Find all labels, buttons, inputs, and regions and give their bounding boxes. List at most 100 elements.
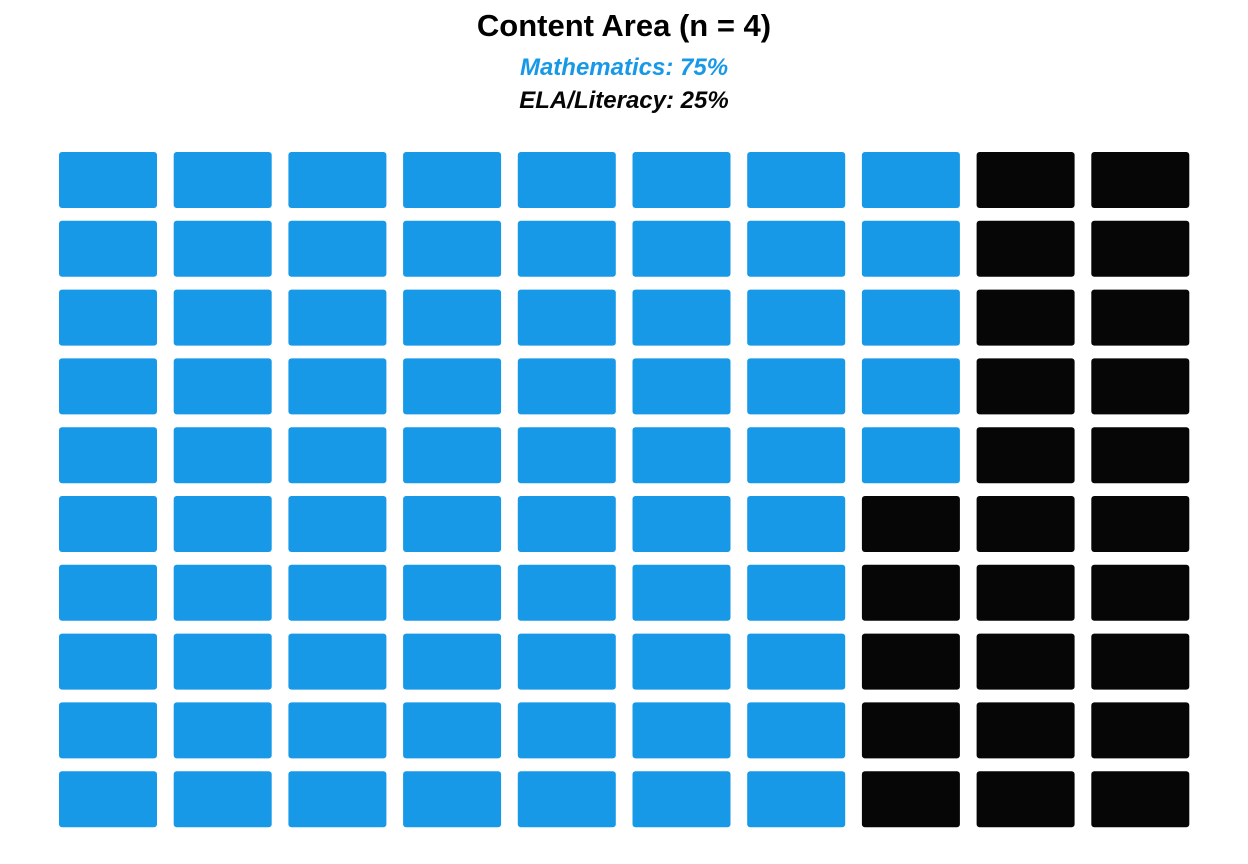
waffle-cell-mathematics <box>517 564 616 621</box>
waffle-cell-mathematics <box>288 152 387 208</box>
waffle-cell-mathematics <box>747 702 846 759</box>
waffle-cell-mathematics <box>59 289 157 346</box>
waffle-cell-ela-literacy <box>976 152 1075 208</box>
waffle-cell-mathematics <box>173 496 272 552</box>
waffle-cell-mathematics <box>632 427 731 484</box>
waffle-cell-ela-literacy <box>976 289 1075 346</box>
waffle-cell-ela-literacy <box>861 564 960 621</box>
waffle-cell-ela-literacy <box>976 427 1075 484</box>
waffle-cell-mathematics <box>288 358 387 415</box>
waffle-cell-mathematics <box>747 289 846 346</box>
waffle-cell-mathematics <box>403 289 502 346</box>
waffle-cell-mathematics <box>173 702 272 759</box>
waffle-cell-mathematics <box>288 771 387 828</box>
waffle-cell-ela-literacy <box>1091 702 1190 759</box>
waffle-cell-mathematics <box>173 427 272 484</box>
waffle-cell-ela-literacy <box>1091 220 1190 277</box>
waffle-cell-ela-literacy <box>861 702 960 759</box>
waffle-cell-mathematics <box>632 702 731 759</box>
waffle-cell-mathematics <box>59 496 157 552</box>
waffle-cell-mathematics <box>403 220 502 277</box>
waffle-cell-mathematics <box>288 220 387 277</box>
waffle-cell-mathematics <box>59 152 157 208</box>
waffle-cell-ela-literacy <box>976 220 1075 277</box>
waffle-cell-mathematics <box>517 633 616 690</box>
waffle-cell-ela-literacy <box>1091 633 1190 690</box>
waffle-cell-mathematics <box>403 564 502 621</box>
waffle-cell-mathematics <box>403 633 502 690</box>
waffle-cell-mathematics <box>747 358 846 415</box>
waffle-cell-ela-literacy <box>1091 289 1190 346</box>
waffle-cell-mathematics <box>288 564 387 621</box>
waffle-cell-ela-literacy <box>1091 496 1190 552</box>
waffle-cell-mathematics <box>747 152 846 208</box>
waffle-cell-mathematics <box>403 496 502 552</box>
waffle-cell-ela-literacy <box>1091 771 1190 828</box>
waffle-cell-mathematics <box>173 289 272 346</box>
waffle-cell-mathematics <box>403 358 502 415</box>
waffle-cell-mathematics <box>173 633 272 690</box>
waffle-cell-mathematics <box>861 152 960 208</box>
waffle-cell-mathematics <box>861 427 960 484</box>
waffle-cell-mathematics <box>747 220 846 277</box>
waffle-cell-mathematics <box>173 220 272 277</box>
chart-title: Content Area (n = 4) <box>476 8 772 43</box>
waffle-cell-mathematics <box>288 702 387 759</box>
waffle-cell-mathematics <box>861 220 960 277</box>
waffle-cell-ela-literacy <box>1091 427 1190 484</box>
waffle-cell-mathematics <box>632 220 731 277</box>
waffle-cell-ela-literacy <box>976 702 1075 759</box>
waffle-cell-mathematics <box>747 564 846 621</box>
waffle-cell-mathematics <box>517 496 616 552</box>
waffle-cell-ela-literacy <box>1091 152 1190 208</box>
waffle-cell-mathematics <box>747 633 846 690</box>
waffle-cell-mathematics <box>288 496 387 552</box>
waffle-cell-mathematics <box>288 633 387 690</box>
waffle-cell-mathematics <box>747 771 846 828</box>
waffle-cell-ela-literacy <box>976 633 1075 690</box>
waffle-cell-mathematics <box>747 496 846 552</box>
waffle-cell-ela-literacy <box>861 633 960 690</box>
waffle-cell-mathematics <box>288 427 387 484</box>
waffle-cell-ela-literacy <box>861 771 960 828</box>
waffle-cell-mathematics <box>517 427 616 484</box>
waffle-cell-ela-literacy <box>976 564 1075 621</box>
waffle-cell-mathematics <box>59 564 157 621</box>
legend-ela-literacy: ELA/Literacy: 25% <box>519 87 729 114</box>
waffle-cell-mathematics <box>403 427 502 484</box>
waffle-cell-ela-literacy <box>1091 564 1190 621</box>
waffle-cell-mathematics <box>173 152 272 208</box>
waffle-cell-mathematics <box>173 771 272 828</box>
waffle-cell-mathematics <box>59 220 157 277</box>
waffle-cell-mathematics <box>517 771 616 828</box>
waffle-cell-mathematics <box>632 633 731 690</box>
waffle-cell-mathematics <box>632 289 731 346</box>
waffle-cell-mathematics <box>403 771 502 828</box>
waffle-cell-mathematics <box>632 564 731 621</box>
waffle-cell-mathematics <box>173 358 272 415</box>
waffle-cell-mathematics <box>59 633 157 690</box>
legend-mathematics: Mathematics: 75% <box>519 54 729 81</box>
waffle-cell-mathematics <box>173 564 272 621</box>
waffle-cell-mathematics <box>403 702 502 759</box>
waffle-cell-mathematics <box>403 152 502 208</box>
waffle-cell-mathematics <box>632 152 731 208</box>
waffle-cell-mathematics <box>517 220 616 277</box>
waffle-cell-ela-literacy <box>976 496 1075 552</box>
waffle-cell-mathematics <box>517 289 616 346</box>
waffle-cell-ela-literacy <box>1091 358 1190 415</box>
waffle-cell-mathematics <box>59 427 157 484</box>
waffle-cell-mathematics <box>632 358 731 415</box>
waffle-cell-mathematics <box>517 702 616 759</box>
waffle-cell-ela-literacy <box>861 496 960 552</box>
waffle-cell-ela-literacy <box>976 358 1075 415</box>
waffle-cell-mathematics <box>59 358 157 415</box>
waffle-cell-mathematics <box>59 702 157 759</box>
waffle-cell-mathematics <box>517 152 616 208</box>
waffle-cell-mathematics <box>59 771 157 828</box>
waffle-cell-mathematics <box>288 289 387 346</box>
waffle-cell-mathematics <box>747 427 846 484</box>
waffle-cell-mathematics <box>632 496 731 552</box>
waffle-cell-mathematics <box>861 358 960 415</box>
